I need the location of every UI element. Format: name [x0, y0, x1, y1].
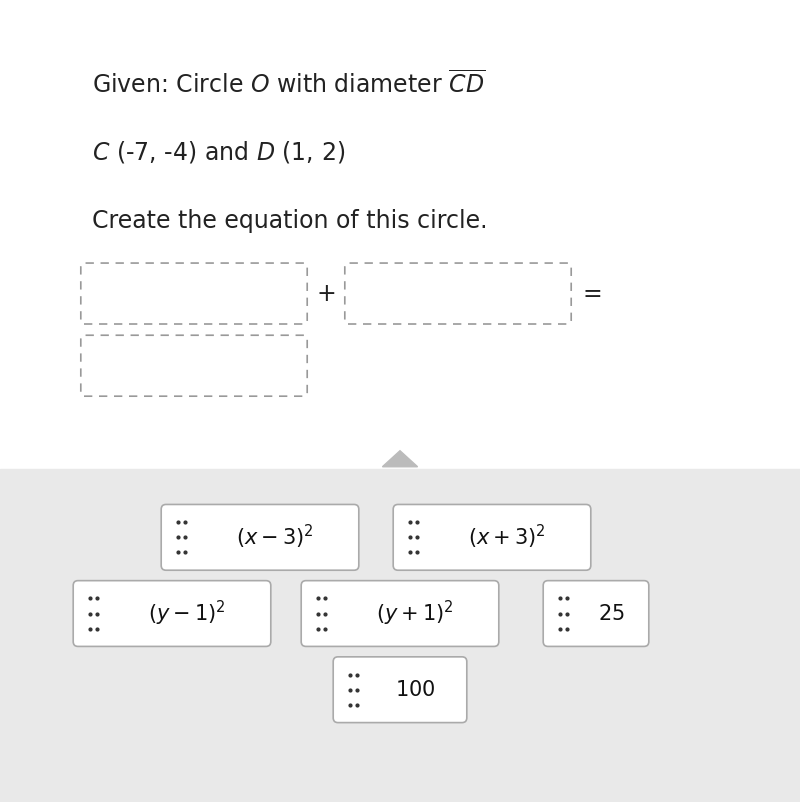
FancyBboxPatch shape [301, 581, 499, 646]
Text: =: = [582, 282, 602, 306]
Text: $(x+3)^{2}$: $(x+3)^{2}$ [468, 523, 546, 552]
Text: $(y-1)^{2}$: $(y-1)^{2}$ [148, 599, 226, 628]
Bar [0, 0, 800, 469]
FancyBboxPatch shape [543, 581, 649, 646]
Text: $(x-3)^{2}$: $(x-3)^{2}$ [236, 523, 314, 552]
FancyBboxPatch shape [81, 335, 307, 396]
Text: +: + [317, 282, 336, 306]
Text: Create the equation of this circle.: Create the equation of this circle. [92, 209, 487, 233]
FancyBboxPatch shape [333, 657, 467, 723]
FancyBboxPatch shape [81, 263, 307, 324]
Text: $100$: $100$ [395, 680, 435, 699]
FancyBboxPatch shape [162, 504, 358, 570]
FancyBboxPatch shape [74, 581, 270, 646]
Text: $\mathit{C}$ (-7, -4) and $\mathit{D}$ (1, 2): $\mathit{C}$ (-7, -4) and $\mathit{D}$ (… [92, 140, 345, 165]
Text: Given: Circle $\mathit{O}$ with diameter $\overline{\mathit{C}\mathit{D}}$: Given: Circle $\mathit{O}$ with diameter… [92, 71, 486, 98]
Polygon shape [382, 451, 418, 467]
FancyBboxPatch shape [394, 504, 590, 570]
FancyBboxPatch shape [345, 263, 571, 324]
Text: $(y+1)^{2}$: $(y+1)^{2}$ [376, 599, 454, 628]
Text: $25$: $25$ [598, 604, 625, 623]
Bar [0, 469, 800, 802]
